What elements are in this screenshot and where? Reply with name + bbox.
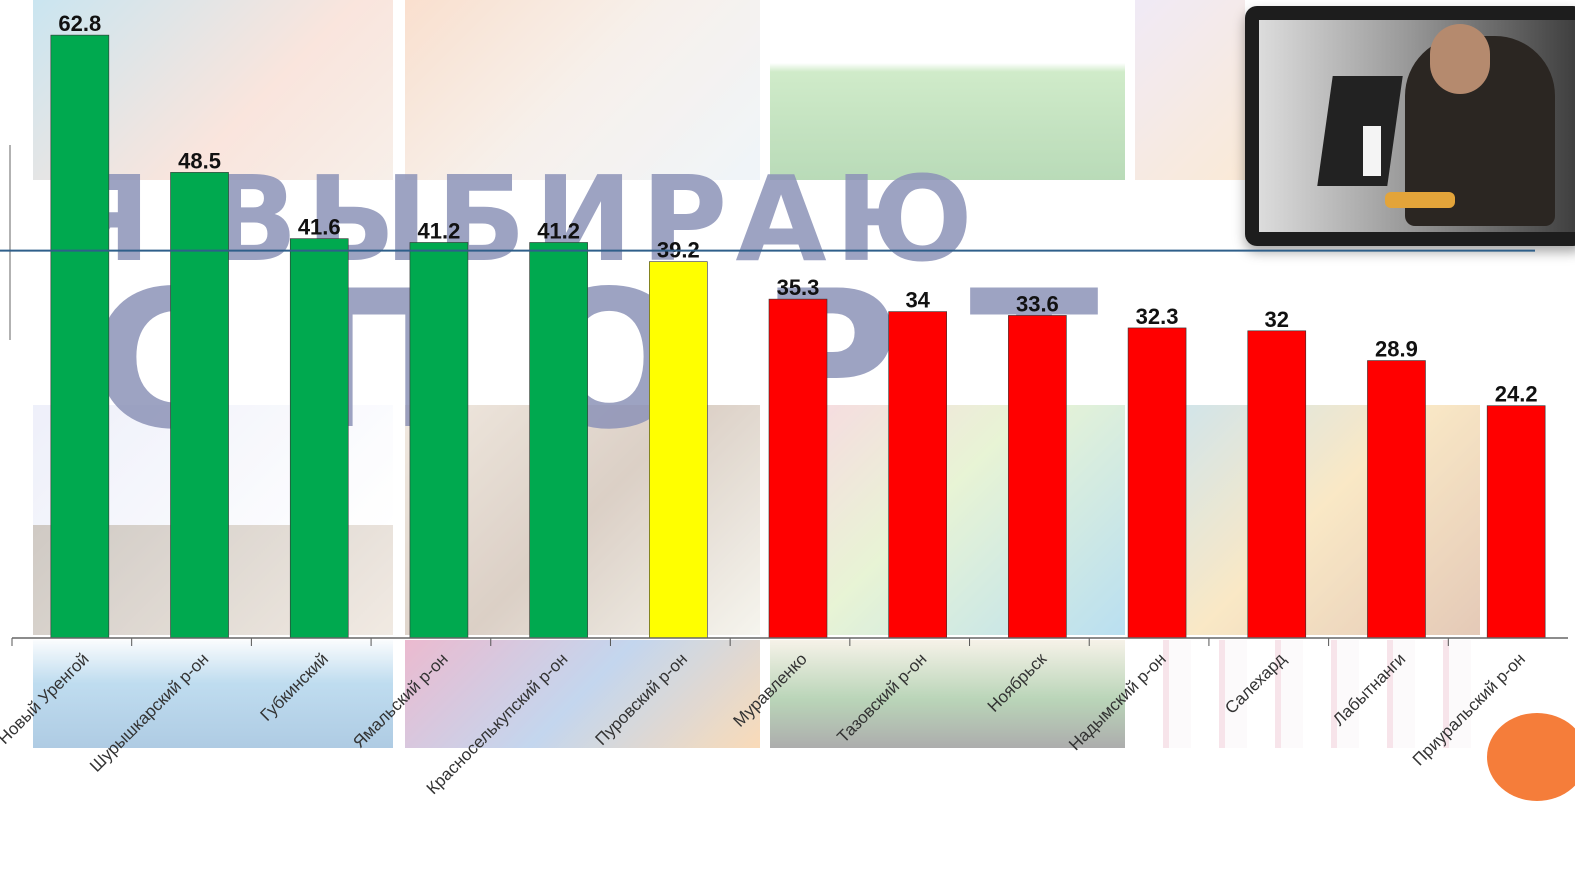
cup-shape xyxy=(1363,126,1381,176)
x-tick-label: Новый Уренгой xyxy=(0,649,93,748)
x-tick-label: Салехард xyxy=(1221,649,1289,717)
football-photo xyxy=(770,0,1125,180)
data-label: 48.5 xyxy=(178,148,221,173)
bar xyxy=(1247,330,1307,639)
marathon-photo xyxy=(405,640,760,748)
windsurf-photo xyxy=(33,640,393,748)
junk-food-photo xyxy=(1245,6,1575,246)
data-label: 28.9 xyxy=(1375,337,1418,362)
fries-shape xyxy=(1385,192,1455,208)
bar xyxy=(289,238,349,639)
data-label: 24.2 xyxy=(1495,382,1538,407)
x-tick-label: Губкинский xyxy=(257,649,332,724)
data-label: 34 xyxy=(905,288,930,313)
bar xyxy=(1367,360,1426,639)
x-tick-label: Красноселькупский р-он xyxy=(423,649,572,798)
x-tick-label: Лабытнанги xyxy=(1329,649,1409,729)
bar xyxy=(768,298,828,639)
bar xyxy=(170,172,229,639)
bar xyxy=(50,34,110,639)
x-tick-label: Ноябрьск xyxy=(984,649,1051,716)
bar xyxy=(649,261,708,639)
data-label: 35.3 xyxy=(777,275,820,300)
bar xyxy=(529,242,588,639)
orange-dot-decoration xyxy=(1487,713,1575,801)
x-tick-label: Муравленко xyxy=(729,649,810,730)
bowling-photo xyxy=(1135,640,1495,748)
motorcycle-photo xyxy=(770,640,1125,748)
bar xyxy=(888,311,947,639)
skating-photo xyxy=(405,0,760,180)
bar xyxy=(409,242,469,639)
x-tick-label: Надымский р-он xyxy=(1065,649,1170,754)
data-label: 33.6 xyxy=(1016,291,1059,316)
data-label: 62.8 xyxy=(58,11,101,36)
cycling-photo xyxy=(1135,0,1245,180)
bar xyxy=(1486,405,1546,639)
x-tick-label: Тазовский р-он xyxy=(833,649,930,746)
data-label: 41.2 xyxy=(537,218,580,243)
bar xyxy=(1008,315,1067,639)
x-tick-label: Пуровский р-он xyxy=(592,649,692,749)
head-shape xyxy=(1430,24,1490,94)
x-tick-label: Ямальский р-он xyxy=(349,649,451,751)
data-label: 41.2 xyxy=(418,218,461,243)
bar xyxy=(1127,327,1187,639)
data-label: 32 xyxy=(1265,307,1289,332)
data-label: 41.6 xyxy=(298,215,341,240)
data-label: 32.3 xyxy=(1136,304,1179,329)
x-tick-label: Приуральский р-он xyxy=(1409,649,1529,769)
x-tick-label: Шурышкарский р-он xyxy=(86,649,212,775)
